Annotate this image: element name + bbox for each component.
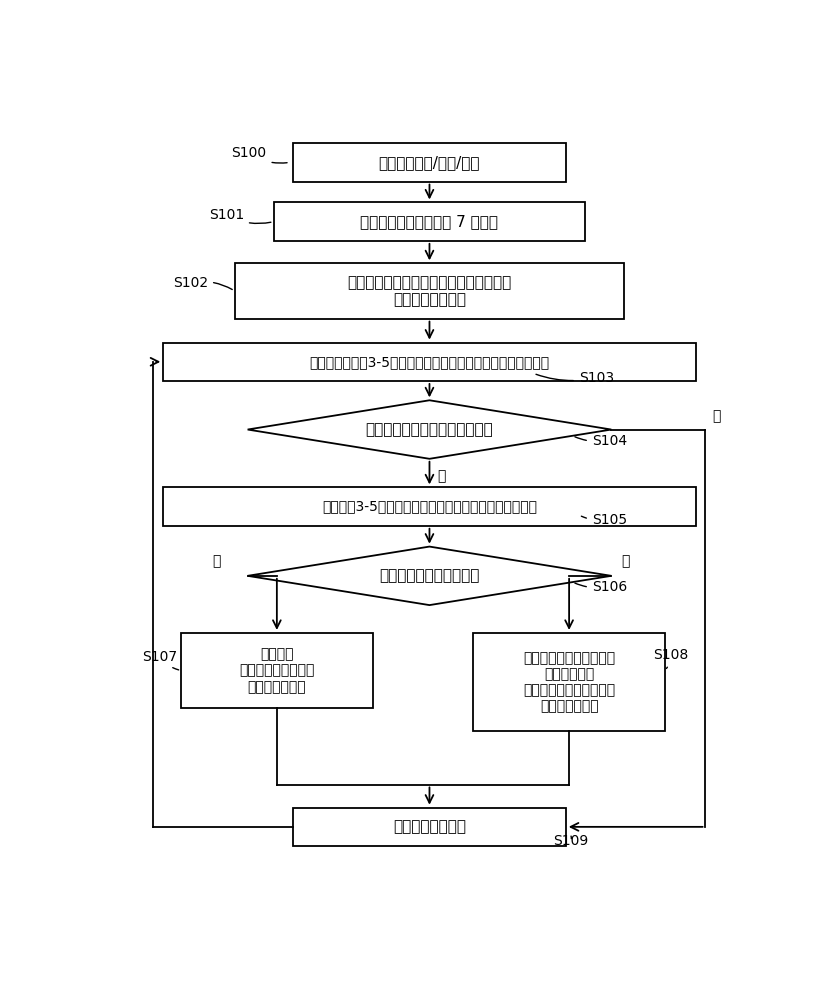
Text: S107: S107 (142, 650, 178, 670)
Text: 测试另外3-5点数据，并与数据库中数据比较，计算差値: 测试另外3-5点数据，并与数据库中数据比较，计算差値 (322, 500, 537, 514)
Text: 结束，下一次校准: 结束，下一次校准 (393, 819, 466, 834)
Text: 以新数据为准，判断设备
是否需要校准
并在下一次日常校准时，
测试新的数据点: 以新数据为准，判断设备 是否需要校准 并在下一次日常校准时， 测试新的数据点 (523, 651, 615, 713)
Text: 光刻圆片涂胶/曝光/显影: 光刻圆片涂胶/曝光/显影 (379, 155, 480, 170)
Bar (235, 263, 624, 319)
Text: S104: S104 (575, 434, 627, 448)
Text: 差値是否与前一次一致？: 差値是否与前一次一致？ (380, 568, 479, 583)
Text: S103: S103 (536, 371, 614, 385)
Text: S100: S100 (231, 146, 287, 163)
Text: 校准设备
下一次校准测试时，
仍用旧的测试点: 校准设备 下一次校准测试时， 仍用旧的测试点 (239, 647, 314, 694)
Bar (293, 808, 566, 846)
Text: S101: S101 (209, 208, 271, 223)
Text: 差値是否在规范内，不用调整？: 差値是否在规范内，不用调整？ (365, 422, 494, 437)
Text: S109: S109 (553, 834, 588, 848)
Text: 是: 是 (712, 409, 721, 423)
Text: 圆片在生产线环境放置 7 天以上: 圆片在生产线环境放置 7 天以上 (360, 214, 499, 229)
Text: 否: 否 (437, 469, 446, 483)
Text: S106: S106 (575, 580, 627, 594)
Text: 否: 否 (621, 554, 629, 568)
Bar (274, 202, 585, 241)
Bar (163, 343, 696, 381)
Polygon shape (248, 547, 612, 605)
Text: 基准扫描电镜测试整片圆片所有点的线宽
保存放入数据库中: 基准扫描电镜测试整片圆片所有点的线宽 保存放入数据库中 (347, 275, 512, 307)
Text: 日常校准，测试3-5点数据，并与数据库中数据比较，计算差値: 日常校准，测试3-5点数据，并与数据库中数据比较，计算差値 (309, 355, 550, 369)
Bar (163, 487, 696, 526)
Bar (473, 633, 665, 731)
Bar (293, 143, 566, 182)
Bar (181, 633, 373, 708)
Text: S105: S105 (582, 513, 627, 527)
Text: S102: S102 (173, 276, 232, 290)
Text: 是: 是 (212, 554, 220, 568)
Text: S108: S108 (654, 648, 689, 668)
Polygon shape (248, 400, 612, 459)
